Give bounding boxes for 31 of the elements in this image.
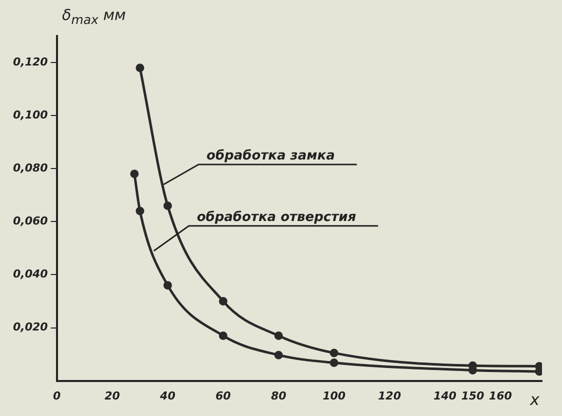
x-tick-label: 120 [378, 389, 402, 402]
point [274, 331, 283, 340]
x-tick-label: 40 [159, 389, 176, 402]
point [330, 348, 338, 358]
point [330, 358, 338, 368]
point [274, 350, 283, 360]
x-tick-label: 140 [433, 389, 457, 402]
y-tick-label: 0,020 [12, 320, 48, 334]
y-tick-label: 0,060 [12, 214, 48, 228]
y-axis-title: δ$_{max}$ мм [62, 6, 126, 27]
point [163, 202, 172, 210]
point [136, 64, 144, 72]
x-tick-label: 0 [52, 389, 61, 402]
x-tick-label: 80 [270, 389, 287, 402]
x-tick-label: 160 [488, 389, 512, 402]
y-tick-label: 0,120 [12, 55, 48, 68]
point [163, 281, 172, 290]
x-tick-label: 100 [322, 389, 346, 402]
point [136, 206, 144, 216]
point [218, 296, 228, 306]
y-tick-label: 0,080 [12, 161, 48, 174]
x-tick-label: 20 [104, 389, 120, 402]
x-tick-label: 150 [461, 389, 485, 402]
y-tick-label: 0,100 [12, 108, 48, 122]
point [218, 331, 228, 340]
y-tick-label: 0,040 [12, 268, 48, 281]
annotation: обработка замка [206, 148, 335, 164]
annotation: обработка отверстия [196, 210, 356, 225]
x-axis-title: x [530, 390, 540, 409]
x-tick-label: 60 [215, 389, 232, 402]
point [130, 170, 139, 178]
